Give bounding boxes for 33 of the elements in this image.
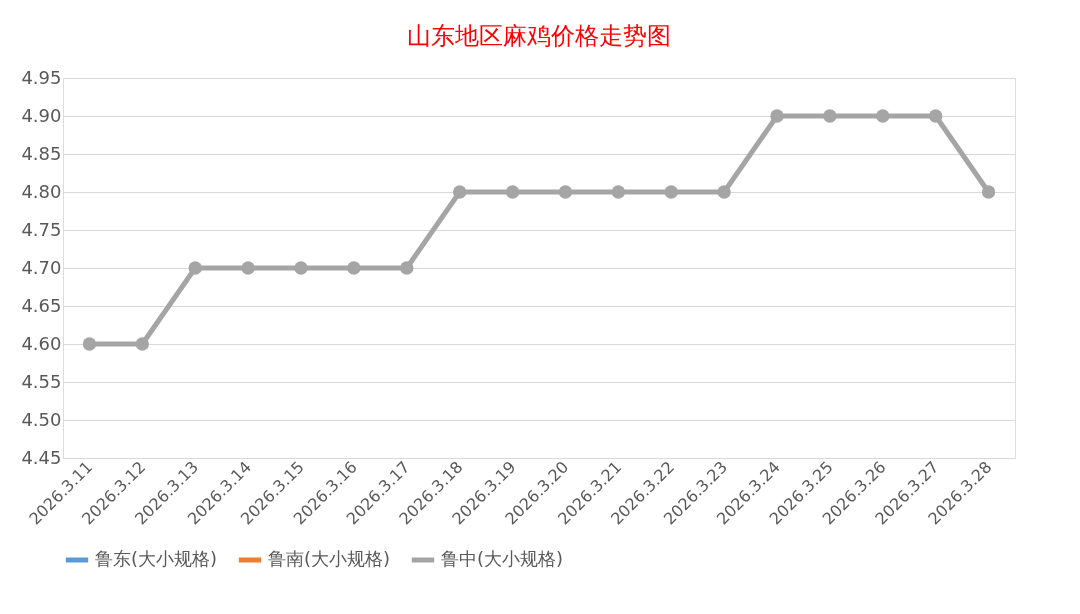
point — [82, 337, 97, 351]
point — [347, 261, 361, 275]
point — [823, 109, 837, 123]
point — [611, 185, 626, 199]
y-tick-label: 4.85 — [21, 142, 62, 164]
point — [452, 185, 467, 199]
point — [770, 109, 784, 123]
legend-label: 鲁中(大小规格) — [441, 548, 564, 569]
y-tick-label: 4.60 — [21, 332, 62, 354]
y-tick-label: 4.50 — [21, 408, 62, 430]
point — [294, 261, 308, 275]
legend-label: 鲁东(大小规格) — [95, 548, 218, 569]
y-tick-label: 4.80 — [21, 180, 62, 202]
point — [558, 185, 573, 199]
point — [135, 337, 150, 351]
y-tick-label: 4.55 — [21, 370, 62, 392]
point — [188, 261, 202, 275]
y-tick-label: 4.45 — [21, 446, 62, 468]
y-tick-label: 4.90 — [21, 104, 62, 126]
y-tick-label: 4.75 — [21, 218, 62, 240]
legend-label: 鲁南(大小规格) — [268, 548, 391, 569]
point — [400, 261, 414, 275]
chart-title: 山东地区麻鸡价格走势图 — [407, 23, 671, 49]
y-tick-label: 4.70 — [21, 256, 62, 278]
point — [981, 185, 996, 199]
point — [928, 109, 943, 123]
point — [717, 185, 731, 199]
y-tick-label: 4.95 — [21, 66, 62, 88]
point — [876, 109, 890, 123]
y-tick-label: 4.65 — [21, 294, 62, 316]
point — [505, 185, 520, 199]
point — [664, 185, 678, 199]
point — [241, 261, 255, 275]
